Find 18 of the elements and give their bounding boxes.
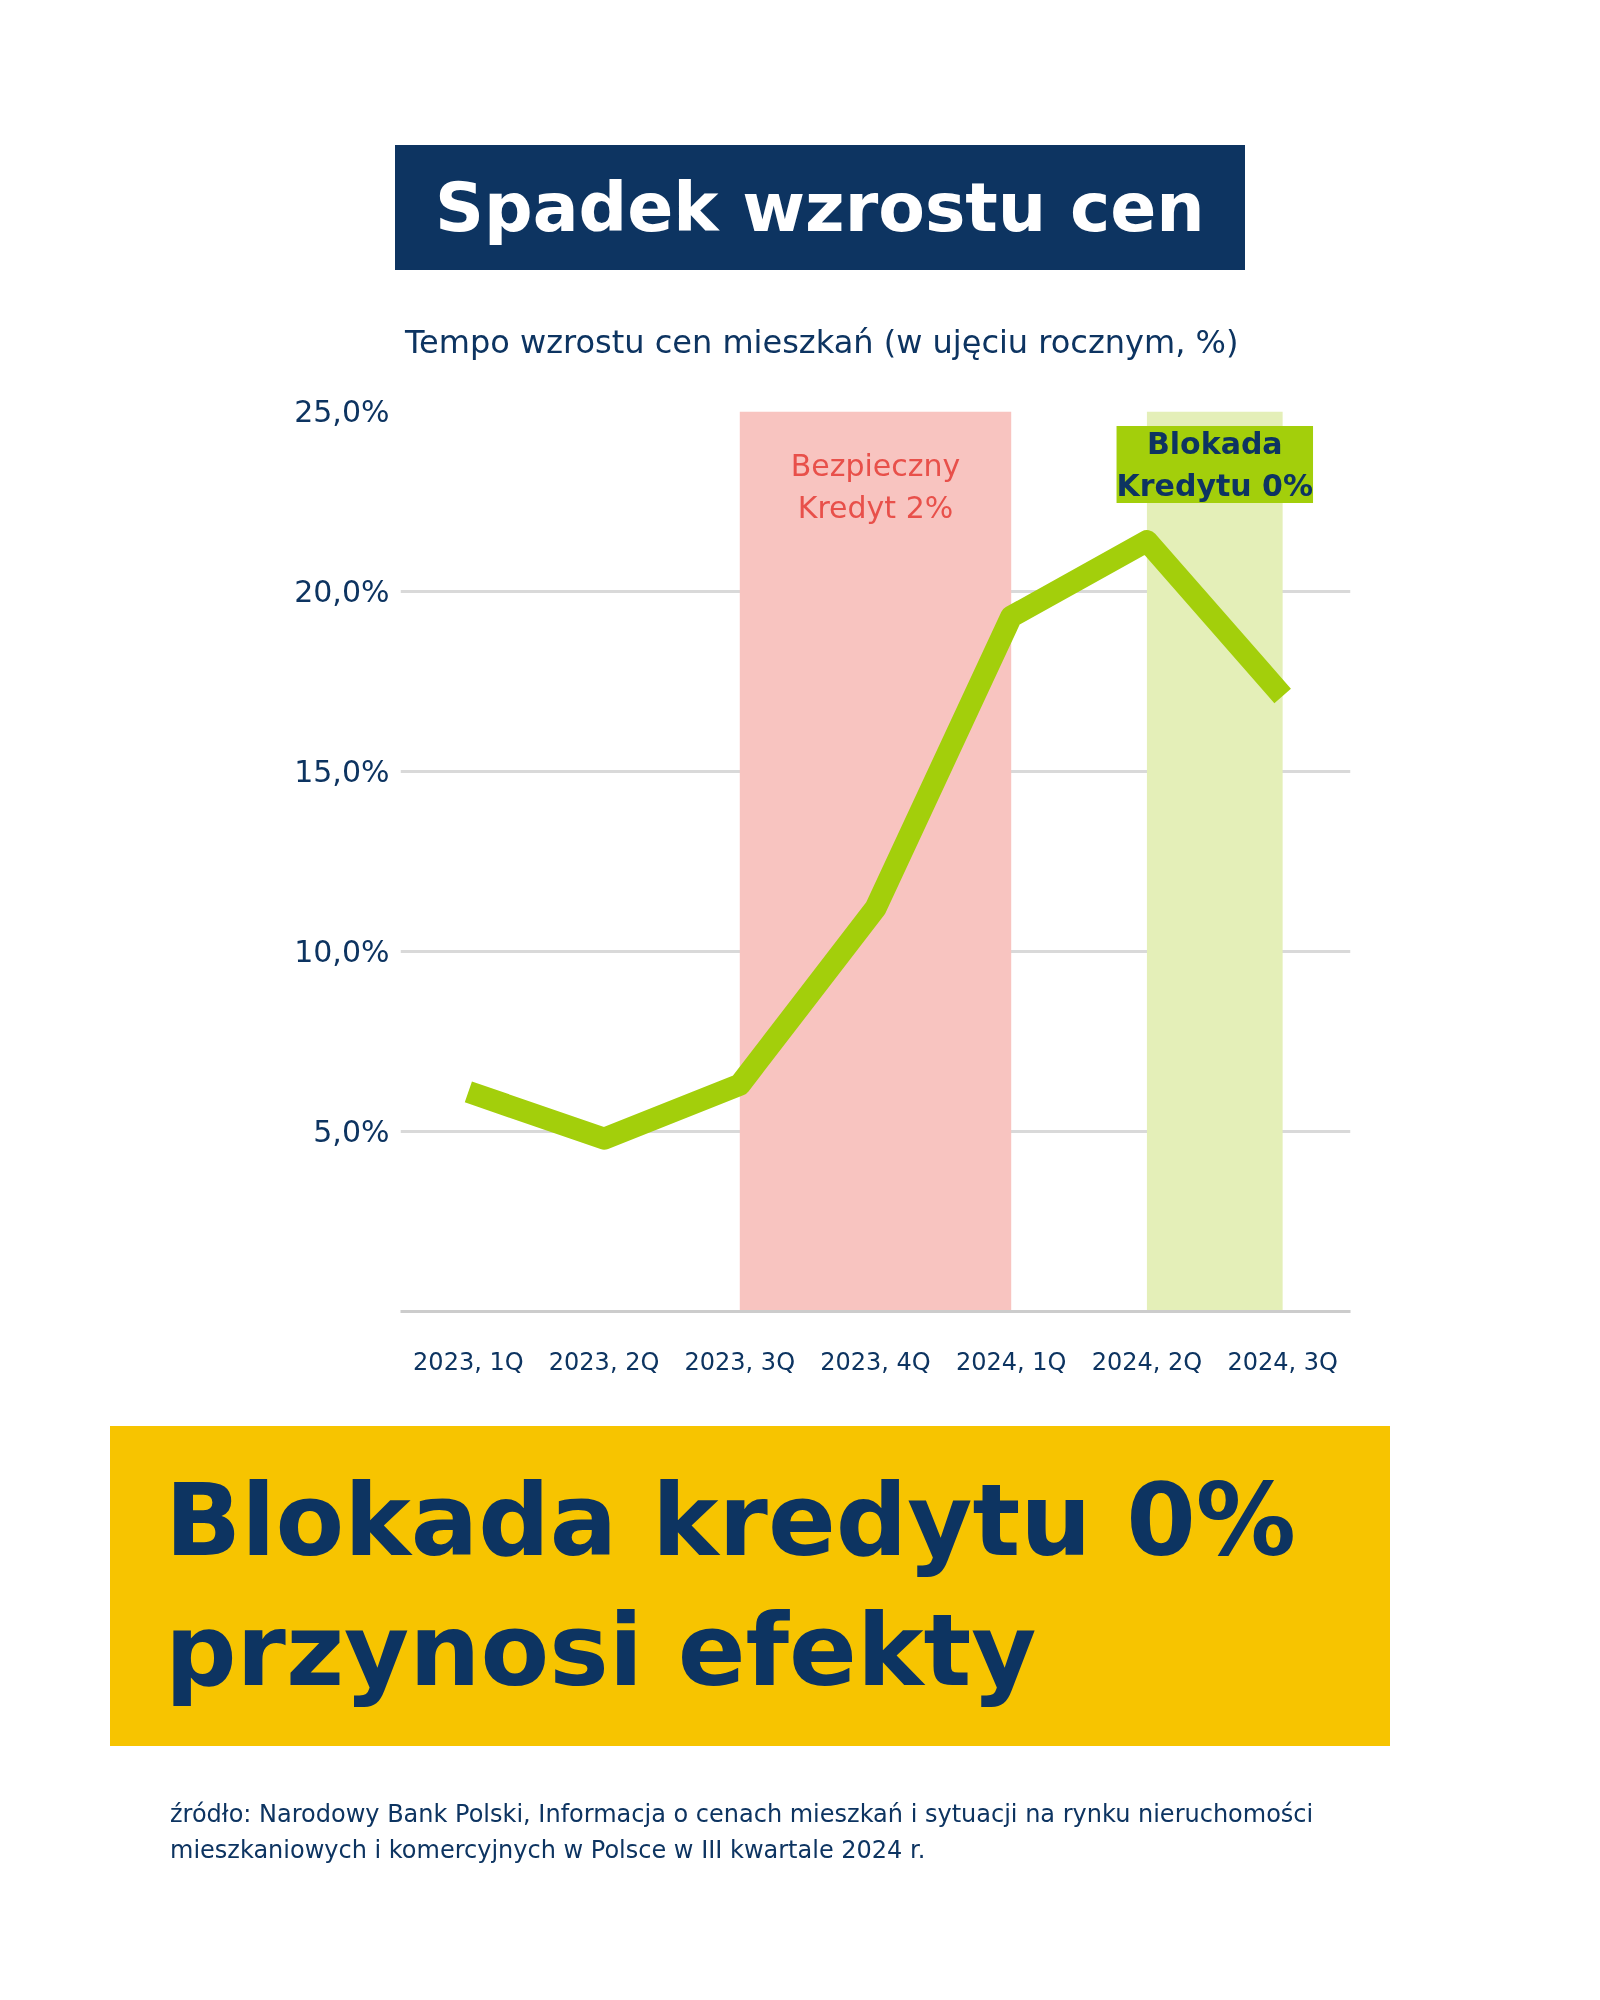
- y-tick-label: 20,0%: [294, 573, 390, 609]
- y-tick-label: 5,0%: [313, 1113, 390, 1149]
- x-tick-label: 2024, 2Q: [1091, 1347, 1203, 1376]
- x-tick-label: 2024, 3Q: [1227, 1347, 1338, 1376]
- x-tick-label: 2023, 2Q: [548, 1347, 660, 1376]
- text: Blokada kredytu 0% przynosi efekty: [110, 1425, 1390, 1746]
- y-tick-label: 10,0%: [294, 933, 390, 969]
- y-tick-label: 25,0%: [294, 393, 390, 429]
- x-tick-label: 2023, 3Q: [684, 1347, 796, 1376]
- x-tick-label: 2023, 4Q: [820, 1347, 931, 1376]
- chart-subtitle: Tempo wzrostu cen mieszkań (w ujęciu rocznym, %): [405, 322, 1239, 364]
- band-label: Bezpieczny Kredyt 2%: [790, 447, 961, 525]
- x-tick-label: 2023, 1Q: [413, 1347, 524, 1376]
- band-label: Blokada Kredytu 0%: [1116, 425, 1314, 503]
- text: źródło: Narodowy Bank Polski, Informacja o cenach mieszkań i sytuacji na rynku nieruchomości mieszkaniowych i komercyjnych w Polsce w III kwartale 2024 r.: [170, 1798, 1314, 1866]
- chart-title: Spadek wzrostu cen: [395, 145, 1245, 271]
- x-tick-label: 2024, 1Q: [955, 1347, 1067, 1376]
- y-tick-label: 15,0%: [294, 753, 390, 789]
